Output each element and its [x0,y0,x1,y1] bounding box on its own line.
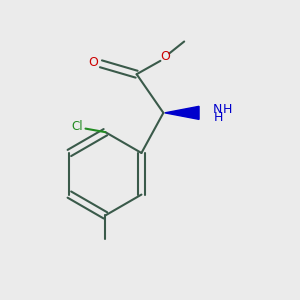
Text: Cl: Cl [71,120,83,133]
Text: O: O [88,56,98,69]
Text: N: N [212,103,222,116]
Text: O: O [160,50,170,63]
Text: H: H [223,103,232,116]
Polygon shape [165,106,199,119]
Text: H: H [214,111,223,124]
